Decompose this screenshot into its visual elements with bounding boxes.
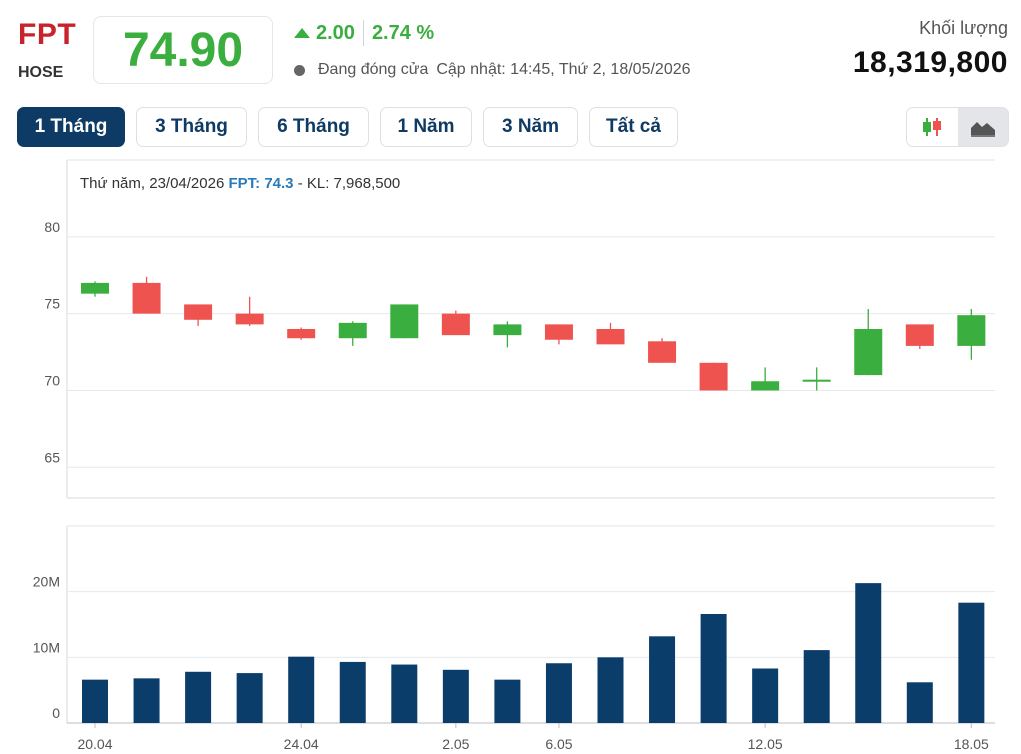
updated-time: Cập nhật: 14:45, Thứ 2, 18/05/2026 (436, 61, 691, 78)
tab-1-year[interactable]: 1 Năm (380, 107, 472, 147)
change-value: 2.00 (316, 21, 355, 44)
price-grid (66, 159, 995, 499)
tab-3-years[interactable]: 3 Năm (483, 107, 578, 147)
area-chart-button[interactable] (957, 108, 1008, 146)
volume-bar (82, 679, 108, 723)
volume-label: Khối lượng (919, 18, 1008, 38)
chart-type-toggle (906, 107, 1009, 147)
volume-bar (700, 613, 727, 723)
price-y-axis: 65 70 75 80 (44, 219, 60, 465)
candlestick-series (81, 276, 986, 391)
volume-bar (236, 673, 263, 723)
volume-bar (494, 679, 521, 723)
candle-body (802, 379, 831, 382)
volume-tick-label: 10M (33, 639, 60, 655)
area-chart-icon (970, 122, 995, 137)
volume-bar (855, 583, 882, 723)
tab-1-month[interactable]: 1 Tháng (17, 107, 125, 147)
x-tick-label: 18.05 (954, 736, 989, 752)
change-percent: 2.74 % (371, 21, 435, 44)
quote-header: FPT HOSE 74.90 2.00 2.74 % Đang đóng cửa… (0, 0, 1021, 100)
candle-body (184, 304, 213, 320)
candle-body (544, 324, 573, 340)
price-display: 74.90 (93, 16, 273, 84)
status-dot-icon (294, 64, 305, 76)
candle-body (81, 282, 109, 294)
x-axis: 20.04 24.04 2.05 6.05 12.05 18.05 (77, 723, 989, 752)
candle-body (287, 329, 316, 339)
ticker-symbol: FPT (18, 18, 77, 51)
tab-3-months[interactable]: 3 Tháng (136, 107, 247, 147)
price-change: 2.00 2.74 % (294, 20, 434, 46)
candle-body (957, 315, 986, 346)
range-tabs: 1 Tháng 3 Tháng 6 Tháng 1 Năm 3 Năm Tất … (17, 107, 689, 147)
volume-bar (442, 669, 469, 723)
x-tick-label: 12.05 (748, 736, 783, 752)
volume-bar (133, 678, 160, 723)
x-tick-label: 2.05 (442, 736, 469, 752)
market-status: Đang đóng cửa Cập nhật: 14:45, Thứ 2, 18… (294, 61, 691, 79)
tab-all[interactable]: Tất cả (589, 107, 678, 147)
price-tick-label: 70 (44, 372, 60, 388)
candle-body (132, 282, 161, 314)
x-tick-label: 6.05 (545, 736, 572, 752)
status-text: Đang đóng cửa (318, 61, 429, 78)
candle-body (338, 322, 367, 339)
candle-body (699, 362, 728, 391)
exchange-label: HOSE (18, 64, 64, 81)
volume-bar (803, 650, 830, 723)
candlestick-icon (923, 118, 942, 136)
tooltip-price: FPT: 74.3 (228, 175, 294, 192)
volume-bar (752, 668, 779, 723)
price-tick-label: 75 (44, 296, 60, 312)
volume-tick-label: 20M (33, 574, 60, 590)
volume-y-axis: 0 10M 20M (33, 574, 60, 721)
candle-body (905, 324, 934, 346)
volume-bar (185, 671, 212, 723)
price-volume-chart: 65 70 75 80 0 10M 20M 20.04 24.04 2.05 6.05 12.05… (33, 159, 995, 752)
volume-bar-series (82, 583, 985, 723)
candle-body (493, 324, 522, 336)
candlestick-button[interactable] (907, 108, 958, 146)
price-tick-label: 65 (44, 449, 60, 465)
volume-bar (545, 663, 572, 723)
volume-value: 18,319,800 (852, 46, 1008, 79)
x-tick-label: 24.04 (284, 736, 319, 752)
price-tick-label: 80 (44, 219, 60, 235)
volume-bar (906, 682, 933, 723)
volume-bar (649, 636, 676, 723)
tab-6-months[interactable]: 6 Tháng (258, 107, 369, 147)
x-tick-label: 20.04 (77, 736, 112, 752)
volume-bar (339, 661, 366, 723)
up-arrow-icon (294, 28, 310, 38)
volume-grid (66, 525, 995, 724)
candle-body (596, 329, 625, 345)
volume-bar (391, 664, 418, 723)
candle-body (854, 329, 883, 376)
volume-bar (597, 657, 624, 723)
tooltip-volume: - KL: 7,968,500 (297, 175, 401, 192)
chart-tooltip: Thứ năm, 23/04/2026 FPT: 74.3 - KL: 7,96… (80, 175, 400, 192)
candle-body (751, 381, 780, 391)
candle-body (390, 304, 419, 339)
divider (362, 20, 364, 46)
volume-tick-label: 0 (52, 705, 60, 721)
volume-bar (288, 656, 315, 723)
volume-bar (958, 602, 985, 723)
tooltip-date: Thứ năm, 23/04/2026 (80, 175, 225, 192)
candle-body (235, 313, 264, 325)
candle-body (441, 313, 470, 336)
candle-body (648, 341, 677, 363)
